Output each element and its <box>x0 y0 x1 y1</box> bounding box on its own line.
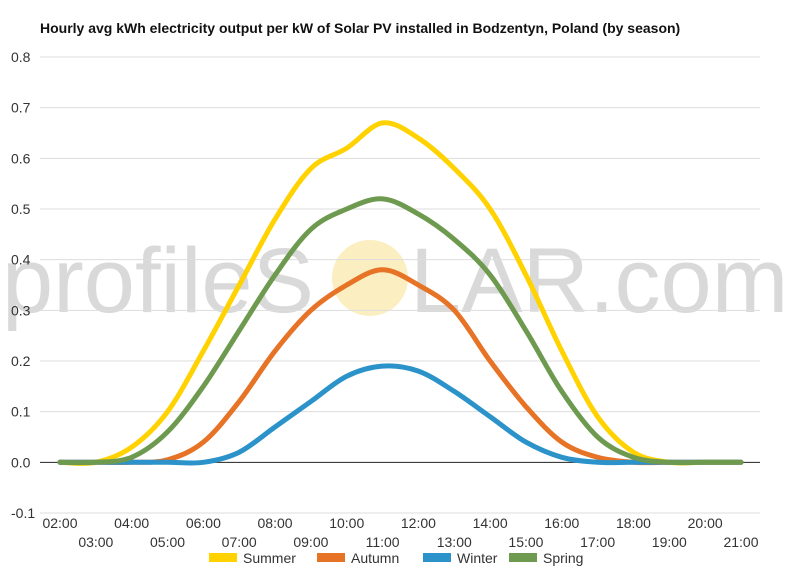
x-tick-label: 13:00 <box>437 534 472 550</box>
series-line-winter <box>57 363 744 466</box>
x-tick-label: 19:00 <box>652 534 687 550</box>
legend-item-summer: Summer <box>209 550 296 566</box>
x-tick-label: 17:00 <box>580 534 615 550</box>
legend-item-spring: Spring <box>509 550 583 566</box>
legend-label: Autumn <box>351 550 399 566</box>
x-axis: 02:0003:0004:0005:0006:0007:0008:0009:00… <box>42 515 758 550</box>
x-tick-label: 20:00 <box>688 515 723 531</box>
x-tick-label: 08:00 <box>258 515 293 531</box>
legend-item-autumn: Autumn <box>317 550 399 566</box>
legend-swatch <box>423 553 451 562</box>
chart-title: Hourly avg kWh electricity output per kW… <box>40 20 680 36</box>
x-tick-label: 07:00 <box>222 534 257 550</box>
x-tick-label: 04:00 <box>114 515 149 531</box>
watermark: profileS LAR.com <box>2 230 788 332</box>
watermark-text-right: LAR.com <box>410 230 788 332</box>
x-tick-label: 18:00 <box>616 515 651 531</box>
x-tick-label: 03:00 <box>78 534 113 550</box>
x-tick-label: 15:00 <box>508 534 543 550</box>
legend: Summer Autumn Winter Spring <box>209 550 583 566</box>
y-axis: -0.1 0.0 0.1 0.2 0.3 0.4 0.5 0.6 0.7 0.8 <box>11 49 35 521</box>
x-tick-label: 02:00 <box>42 515 77 531</box>
legend-swatch <box>317 553 345 562</box>
series-lines <box>57 120 744 466</box>
x-tick-label: 21:00 <box>723 534 758 550</box>
legend-item-winter: Winter <box>423 550 498 566</box>
x-tick-label: 16:00 <box>544 515 579 531</box>
y-tick-label: 0.1 <box>11 404 31 420</box>
legend-swatch <box>209 553 237 562</box>
y-tick-label: 0.7 <box>11 100 31 116</box>
watermark-sun <box>332 240 408 316</box>
y-tick-label: 0.5 <box>11 201 31 217</box>
x-tick-label: 12:00 <box>401 515 436 531</box>
y-tick-label: -0.1 <box>11 505 35 521</box>
y-tick-label: 0.8 <box>11 49 31 65</box>
y-tick-label: 0.4 <box>11 252 31 268</box>
x-tick-label: 10:00 <box>329 515 364 531</box>
x-tick-label: 11:00 <box>366 534 400 550</box>
legend-label: Winter <box>457 550 498 566</box>
series-line-summer <box>57 120 744 466</box>
x-tick-label: 06:00 <box>186 515 221 531</box>
y-tick-label: 0.2 <box>11 353 31 369</box>
x-tick-label: 09:00 <box>293 534 328 550</box>
x-tick-label: 05:00 <box>150 534 185 550</box>
watermark-text-left: profileS <box>2 230 314 332</box>
series-line-spring <box>57 196 744 466</box>
y-tick-label: 0.0 <box>11 454 31 470</box>
y-tick-label: 0.6 <box>11 150 31 166</box>
y-tick-label: 0.3 <box>11 302 31 318</box>
legend-label: Summer <box>243 550 296 566</box>
legend-swatch <box>509 553 537 562</box>
legend-label: Spring <box>543 550 583 566</box>
x-tick-label: 14:00 <box>473 515 508 531</box>
